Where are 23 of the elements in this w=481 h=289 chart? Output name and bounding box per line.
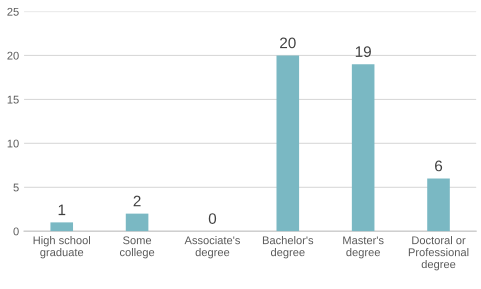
x-tick-label: Associate's degree <box>184 236 240 258</box>
y-tick-label: 15 <box>8 96 19 104</box>
x-tick-label: Bachelor's degree <box>262 236 314 258</box>
y-tick-label: 5 <box>13 184 19 192</box>
data-label: 0 <box>208 213 216 224</box>
data-label: 6 <box>435 160 442 172</box>
y-tick-label: 10 <box>8 140 19 148</box>
x-tick-label: Doctoral or Professional degree <box>408 236 468 270</box>
bar <box>352 64 374 232</box>
x-tick-label: Some college <box>120 236 154 258</box>
x-tick-label: Master's degree <box>343 236 384 258</box>
data-label: 19 <box>356 46 371 58</box>
bar <box>427 178 450 232</box>
y-tick-label: 25 <box>7 8 19 16</box>
bar <box>126 214 148 232</box>
bar <box>50 222 74 232</box>
y-tick-label: 20 <box>7 52 19 60</box>
bar <box>276 55 300 232</box>
y-tick-label: 0 <box>13 227 19 236</box>
data-label: 1 <box>58 204 66 216</box>
x-tick-label: High school graduate <box>34 236 90 258</box>
data-label: 20 <box>280 37 296 48</box>
data-label: 2 <box>134 196 141 206</box>
